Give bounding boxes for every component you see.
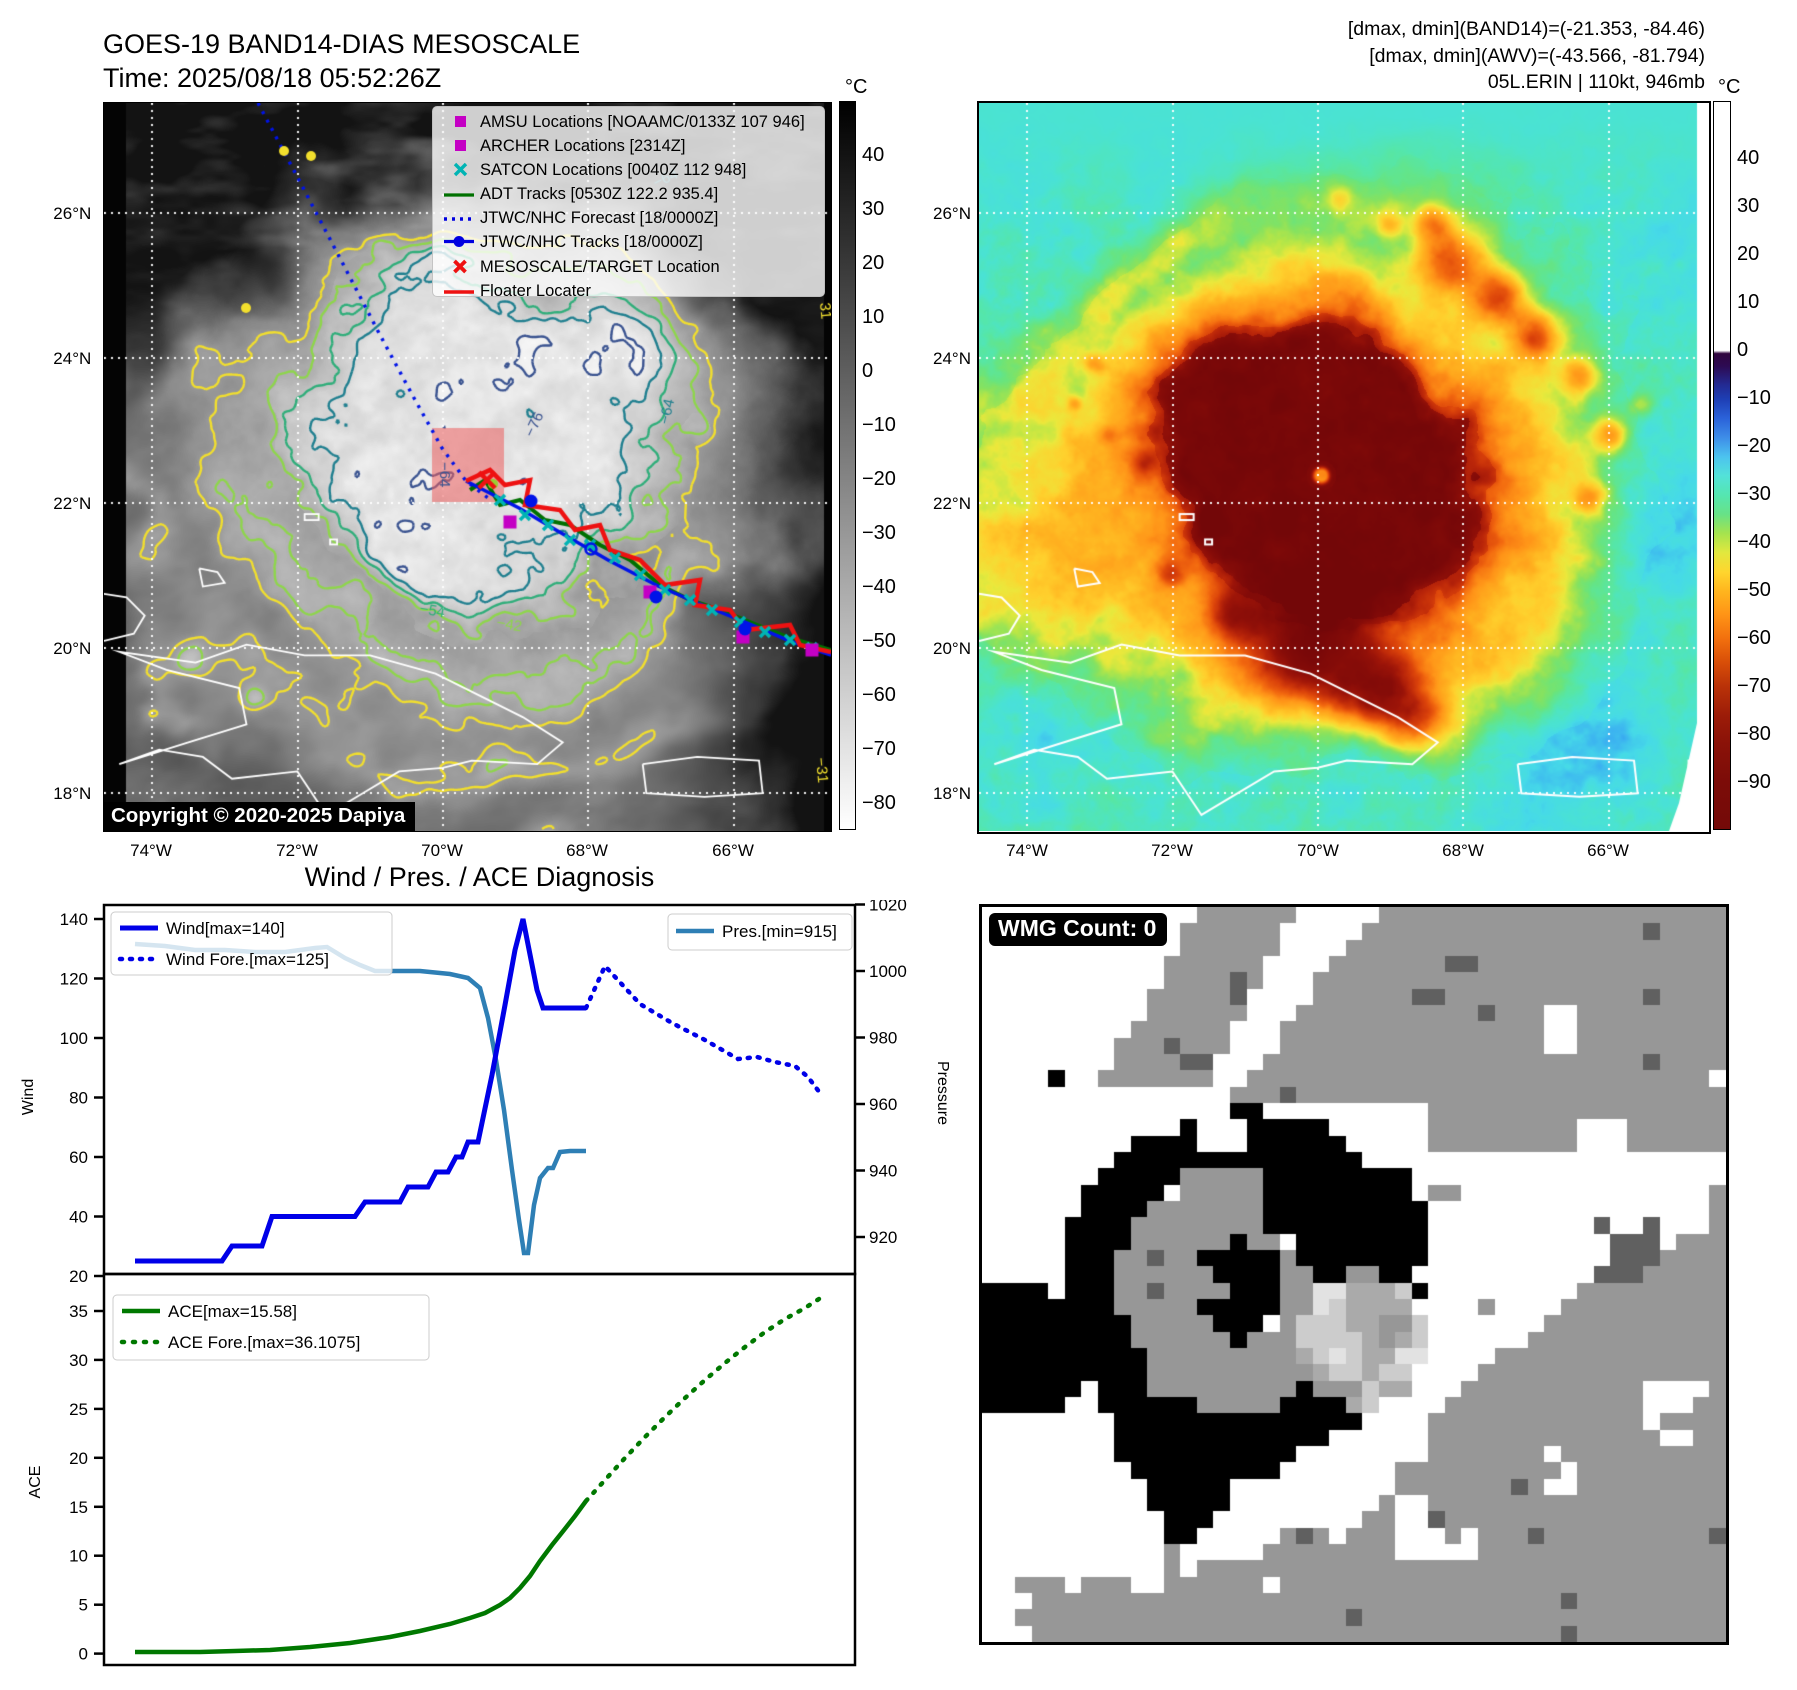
svg-text:940: 940 [869,1162,897,1181]
svg-text:ACE Fore.[max=36.1075]: ACE Fore.[max=36.1075] [168,1333,360,1352]
svg-text:60: 60 [69,1148,88,1167]
svg-text:980: 980 [869,1029,897,1048]
svg-text:35: 35 [69,1302,88,1321]
svg-text:Wind Fore.[max=125]: Wind Fore.[max=125] [166,950,329,969]
svg-text:15: 15 [69,1498,88,1517]
svg-text:0: 0 [79,1645,88,1664]
svg-text:5: 5 [79,1596,88,1615]
svg-text:20: 20 [69,1449,88,1468]
svg-text:Wind[max=140]: Wind[max=140] [166,919,285,938]
svg-text:25: 25 [69,1400,88,1419]
svg-text:ACE[max=15.58]: ACE[max=15.58] [168,1302,297,1321]
svg-text:Wind: Wind [20,1079,37,1115]
svg-text:920: 920 [869,1228,897,1247]
svg-text:140: 140 [60,910,88,929]
svg-text:10: 10 [69,1547,88,1566]
svg-text:1020: 1020 [869,900,907,915]
svg-text:120: 120 [60,970,88,989]
svg-text:80: 80 [69,1089,88,1108]
svg-text:30: 30 [69,1351,88,1370]
svg-text:100: 100 [60,1029,88,1048]
svg-text:Pres.[min=915]: Pres.[min=915] [722,922,837,941]
svg-text:40: 40 [69,1208,88,1227]
svg-text:1000: 1000 [869,962,907,981]
svg-text:960: 960 [869,1095,897,1114]
svg-text:Pressure: Pressure [934,1061,951,1125]
svg-text:ACE: ACE [27,1466,44,1499]
svg-text:20: 20 [69,1267,88,1286]
